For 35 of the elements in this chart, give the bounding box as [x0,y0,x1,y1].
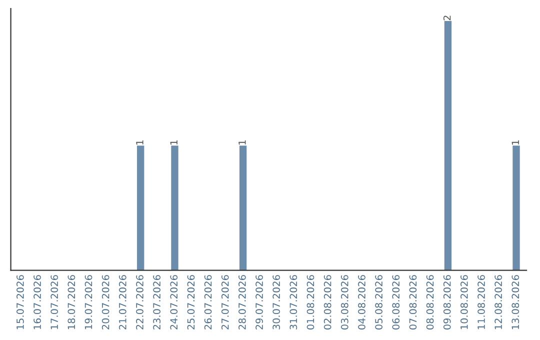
x-tick-label: 02.08.2026 [324,275,332,330]
x-tick-label: 23.07.2026 [153,275,160,330]
x-tick-label: 29.07.2026 [256,275,263,330]
x-tick-label: 27.07.2026 [221,275,229,330]
x-tick-label: 01.08.2026 [306,275,314,330]
x-tick-label: 12.08.2026 [494,275,502,330]
x-tick-label: 16.07.2026 [34,275,41,330]
x-tick-label: 24.07.2026 [170,275,178,330]
x-tick-label: 18.07.2026 [68,275,76,330]
x-tick-label: 20.07.2026 [102,275,110,330]
x-tick-label: 10.08.2026 [460,275,468,330]
data-label: 2 [443,16,451,20]
x-tick-label: 31.07.2026 [290,275,298,330]
x-tick-label: 25.07.2026 [187,275,195,330]
x-tick-label: 21.07.2026 [118,275,126,330]
x-tick-label: 06.08.2026 [392,275,400,330]
x-tick-label: 17.07.2026 [50,275,58,330]
x-tick-label: 26.07.2026 [204,275,212,330]
data-label: 1 [170,140,178,145]
x-tick-label: 03.08.2026 [340,275,348,330]
x-tick-label: 09.08.2026 [443,275,451,330]
x-tick-label: 30.07.2026 [272,275,280,330]
data-label: 1 [136,140,144,145]
x-tick-label: 05.08.2026 [375,275,382,330]
data-label: 1 [512,140,519,145]
x-tick-label: 13.08.2026 [512,275,520,330]
x-tick-label: 07.08.2026 [409,275,417,330]
x-tick-label: 08.08.2026 [426,275,434,330]
data-label: 1 [238,140,246,145]
x-tick-label: 22.07.2026 [136,275,144,330]
x-tick-label: 28.07.2026 [238,275,246,330]
x-tick-label: 19.07.2026 [84,275,92,330]
x-tick-label: 11.08.2026 [478,275,485,330]
x-tick-label: 15.07.2026 [16,275,24,330]
x-tick-label: 04.08.2026 [358,275,366,330]
